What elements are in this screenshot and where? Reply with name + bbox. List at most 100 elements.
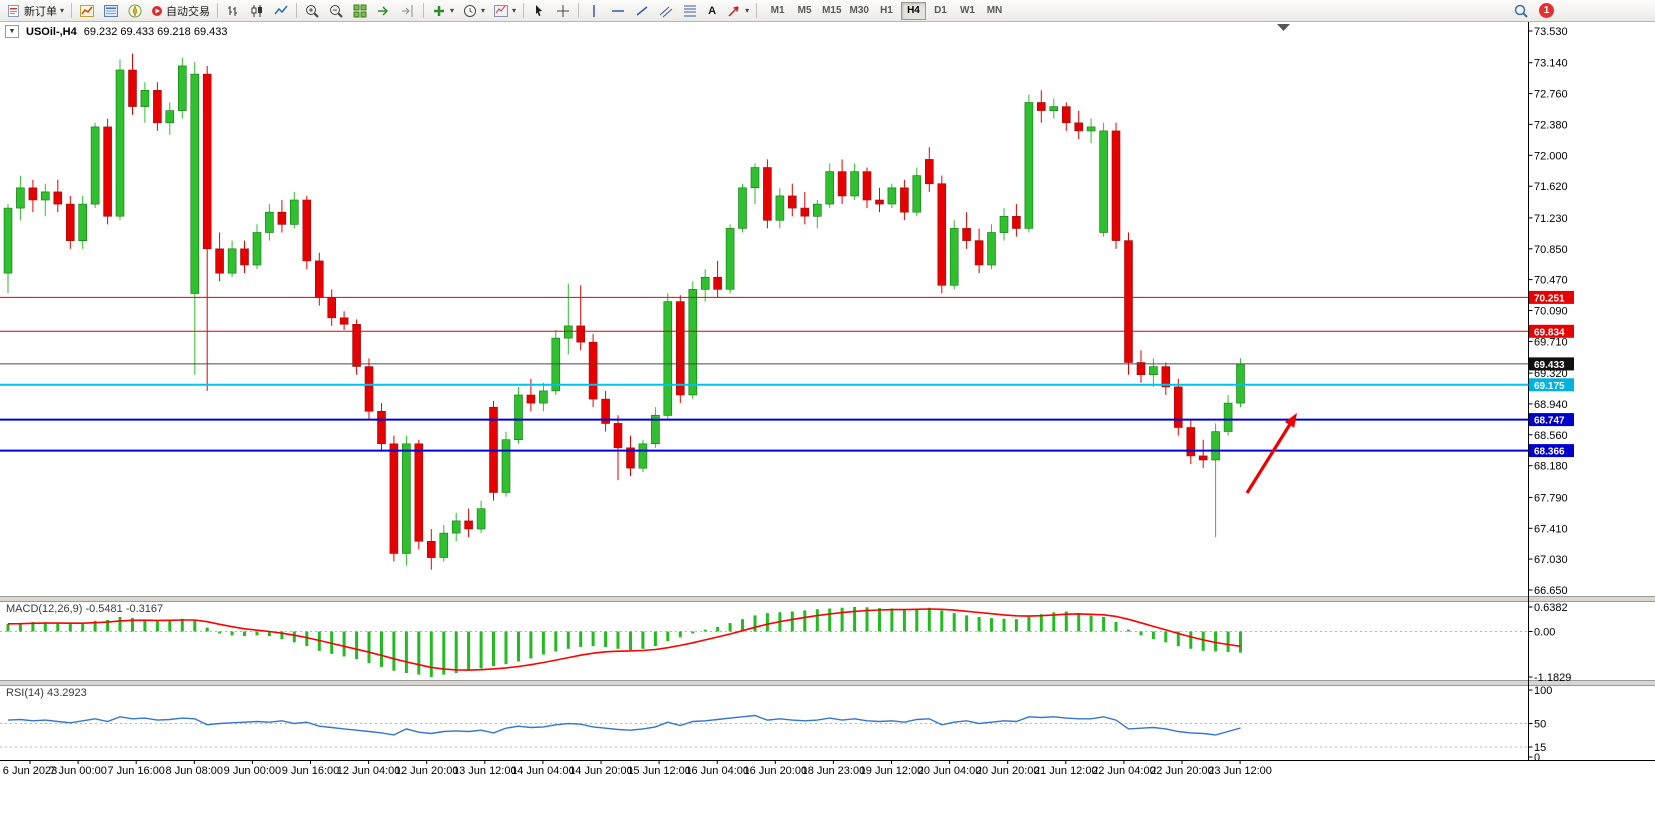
price-badge-label: 68.366 [1534,447,1565,458]
tile-windows-button[interactable] [348,1,372,21]
timeframe-button-h4[interactable]: H4 [900,1,926,20]
timeframe-button-m5[interactable]: M5 [792,2,817,20]
auto-scroll-button[interactable] [372,1,396,21]
candle-body [128,69,137,107]
autotrading-icon [152,5,163,16]
candle-body [974,240,984,266]
timeframe-button-h1[interactable]: H1 [874,2,899,20]
channel-tool-button[interactable] [654,1,678,21]
candle-body [987,232,996,266]
timeframe-button-d1[interactable]: D1 [928,2,953,20]
candle-body [675,301,685,396]
cursor-tool-button[interactable] [527,1,551,21]
arrows-tool-button[interactable]: ▾ [722,1,753,21]
macd-pane-splitter[interactable] [0,596,1655,602]
time-axis-label: 21 Jun 12:00 [1034,765,1098,777]
templates-button[interactable]: ▾ [489,1,520,21]
time-axis-label: 7 Jun 00:00 [49,765,107,777]
one-click-trading-toggle[interactable]: ▼ [5,25,19,38]
indicators-button[interactable]: ▾ [427,1,458,21]
candle-body [53,191,63,205]
notification-badge[interactable]: 1 [1539,3,1554,18]
candle-body [713,276,722,290]
vertical-line-icon [593,4,595,17]
market-watch-button[interactable] [99,1,123,21]
zoom-in-button[interactable] [300,1,324,21]
main-toolbar: 新订单 ▾ 自动交易 ▾ ▾ ▾ A ▾ M1 M5 M15 M30 H1 H4 D1 W1 M… [0,0,1655,22]
horizontal-line-tool-button[interactable] [606,1,630,21]
candle-body [302,199,312,262]
time-axis-label: 12 Jun 20:00 [395,765,459,777]
autotrading-button[interactable]: 自动交易 [147,1,214,21]
time-axis-label: 20 Jun 20:00 [976,765,1040,777]
rsi-pane-splitter[interactable] [0,680,1655,686]
timeframe-button-m1[interactable]: M1 [765,2,790,20]
candle-body [613,423,623,449]
line-chart-mode-icon [274,5,288,14]
candle-body [115,69,125,217]
vertical-line-tool-button[interactable] [582,1,606,21]
arrows-tool-icon [728,5,739,17]
candle-body [775,195,785,221]
candle-body [787,195,797,209]
price-badge-label: 69.433 [1534,360,1565,371]
zoom-in-icon [306,4,319,18]
templates-caret-icon: ▾ [512,6,517,15]
trendline-tool-button[interactable] [630,1,654,21]
rsi-pane: 100 50 150 [0,685,1552,764]
price-axis-label: 72.760 [1534,89,1568,101]
candle-body [887,187,897,205]
macd-signal-line [7,608,1241,671]
search-button[interactable] [1509,1,1533,21]
zoom-out-button[interactable] [324,1,348,21]
trendline-icon [636,5,648,16]
time-axis-label: 12 Jun 04:00 [337,765,401,777]
price-axis-label: 67.410 [1534,523,1568,535]
fibonacci-icon [684,5,697,16]
candle-body [1012,216,1021,229]
candle-body [601,398,610,424]
candle-body [700,276,710,290]
text-tool-label: A [708,4,717,17]
new-order-button[interactable]: 新订单 ▾ [3,1,68,21]
candle-body [314,260,324,298]
candle-body [588,341,598,400]
chart-window-button[interactable] [75,1,99,21]
chart-shift-marker[interactable] [1277,24,1290,31]
timeframe-button-w1[interactable]: W1 [955,2,980,20]
autotrading-label: 自动交易 [166,5,211,18]
candlestick-mode-button[interactable] [245,1,269,21]
toolbar-separator [756,3,758,18]
candle-body [526,394,536,404]
candle-body [1174,386,1183,428]
support-line-cyan[interactable]: 69.175 [0,378,1574,392]
support-line-blue-1[interactable]: 68.747 [0,413,1574,427]
indicators-caret-icon: ▾ [450,6,455,15]
resistance-line-1[interactable]: 70.251 [0,290,1574,305]
time-axis-label: 20 Jun 04:00 [918,765,982,777]
tile-windows-icon [353,4,367,17]
text-tool-button[interactable]: A [702,1,722,21]
timeframe-button-mn[interactable]: MN [982,2,1007,20]
line-chart-mode-button[interactable] [269,1,293,21]
trend-arrow-annotation[interactable] [1245,413,1297,494]
price-axis-label: 73.140 [1534,58,1568,70]
candle-body [900,187,909,213]
bar-chart-mode-button[interactable] [221,1,245,21]
periods-button[interactable]: ▾ [458,1,489,21]
candle-body [178,65,187,111]
timeframe-button-m30[interactable]: M30 [847,2,872,20]
resistance-line-2[interactable]: 69.834 [0,324,1574,339]
bid-price-line[interactable]: 69.433 [0,357,1574,371]
chart-shift-button[interactable] [396,1,420,21]
fibonacci-tool-button[interactable] [678,1,702,21]
support-line-blue-2[interactable]: 68.366 [0,444,1574,458]
navigator-button[interactable] [123,1,147,21]
candle-body [1136,362,1146,375]
candle-body [265,211,274,233]
candle-body [227,248,237,274]
crosshair-tool-button[interactable] [551,1,575,21]
timeframe-button-m15[interactable]: M15 [819,2,844,20]
candle-body [364,366,374,412]
